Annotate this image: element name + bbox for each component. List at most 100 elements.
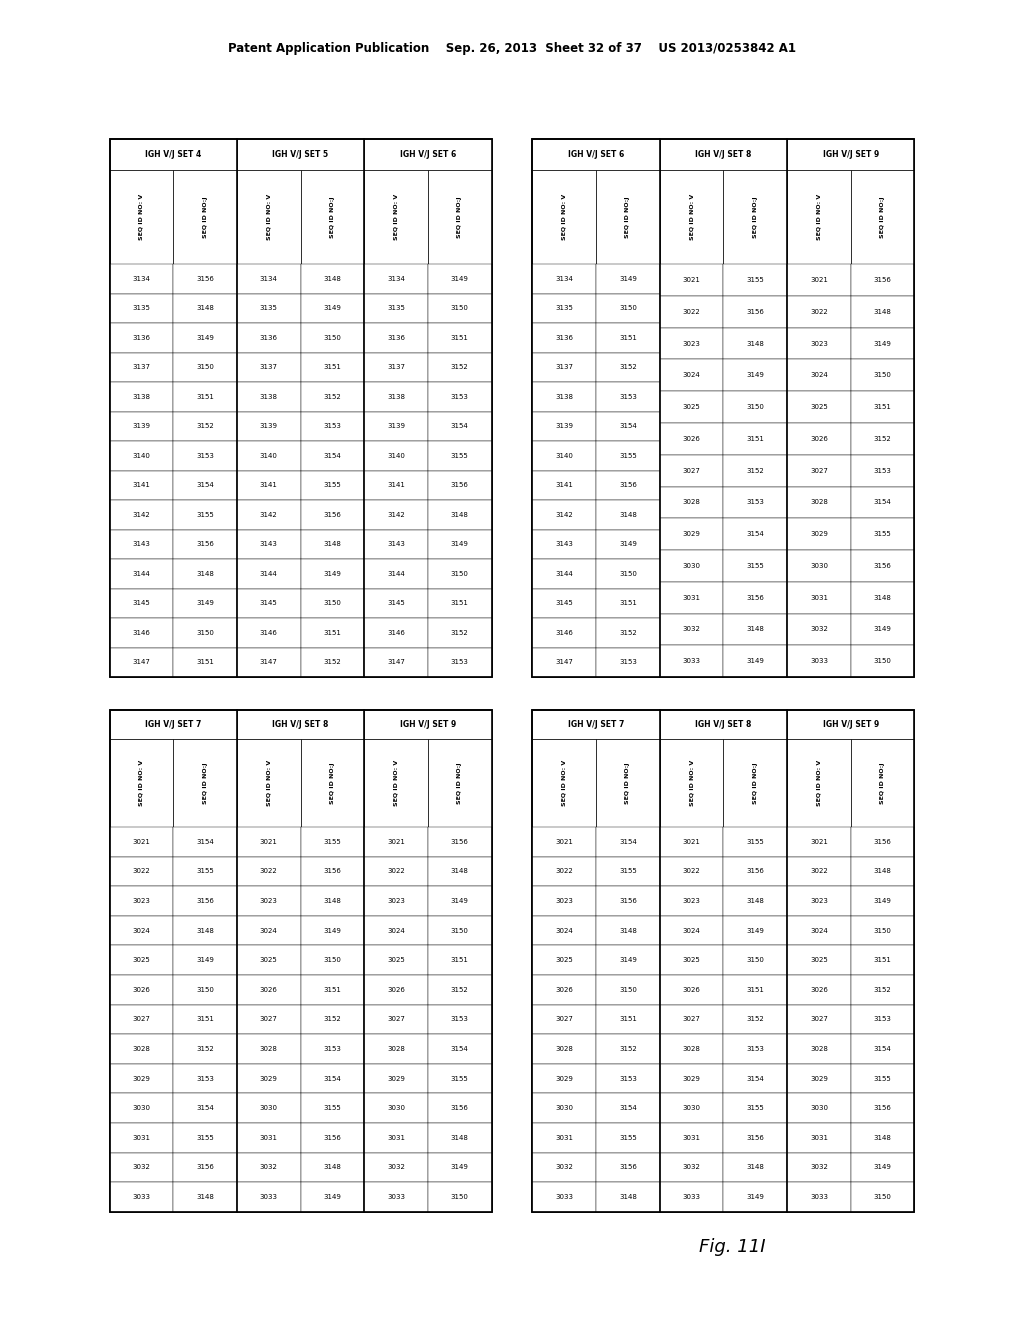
Bar xyxy=(596,1183,659,1212)
Text: 3033: 3033 xyxy=(132,1195,151,1200)
Text: 3149: 3149 xyxy=(873,627,892,632)
Bar xyxy=(428,857,492,886)
Bar xyxy=(787,391,851,422)
Text: 3028: 3028 xyxy=(810,499,827,506)
Bar xyxy=(787,614,851,645)
Text: 3156: 3156 xyxy=(873,562,892,569)
Text: 3150: 3150 xyxy=(873,1195,892,1200)
Bar xyxy=(428,471,492,500)
Text: 3030: 3030 xyxy=(555,1105,573,1111)
Text: 3033: 3033 xyxy=(387,1195,406,1200)
Bar xyxy=(659,1093,723,1123)
Text: 3136: 3136 xyxy=(555,335,573,341)
Bar xyxy=(428,886,492,916)
Text: 3156: 3156 xyxy=(746,869,764,874)
Bar xyxy=(851,645,914,677)
Bar xyxy=(723,1152,787,1183)
Text: 3138: 3138 xyxy=(132,393,151,400)
Bar xyxy=(173,886,237,916)
Text: 3030: 3030 xyxy=(810,1105,828,1111)
Text: 3026: 3026 xyxy=(683,436,700,442)
Text: 3030: 3030 xyxy=(683,562,700,569)
Text: 3150: 3150 xyxy=(197,987,214,993)
Text: 3025: 3025 xyxy=(555,957,573,964)
Bar xyxy=(851,1152,914,1183)
Text: 3152: 3152 xyxy=(197,1045,214,1052)
Text: 3031: 3031 xyxy=(387,1135,406,1140)
Bar xyxy=(110,828,173,857)
Bar xyxy=(301,264,365,293)
Text: 3149: 3149 xyxy=(197,957,214,964)
Text: 3148: 3148 xyxy=(197,570,214,577)
Text: 3149: 3149 xyxy=(324,305,341,312)
Bar xyxy=(532,352,596,381)
Bar xyxy=(173,560,237,589)
Bar xyxy=(428,1183,492,1212)
Text: 3150: 3150 xyxy=(451,1195,469,1200)
Bar xyxy=(173,828,237,857)
Bar xyxy=(787,710,914,739)
Bar xyxy=(301,500,365,529)
Text: 3151: 3151 xyxy=(620,335,637,341)
Bar xyxy=(659,296,723,327)
Text: 3155: 3155 xyxy=(620,869,637,874)
Text: SEQ ID NO: V: SEQ ID NO: V xyxy=(266,194,271,240)
Text: 3152: 3152 xyxy=(451,987,469,993)
Bar xyxy=(659,139,787,170)
Text: 3150: 3150 xyxy=(324,601,341,606)
Bar xyxy=(237,589,301,618)
Bar xyxy=(532,1152,596,1183)
Text: 3027: 3027 xyxy=(555,1016,573,1023)
Bar xyxy=(428,648,492,677)
Text: 3148: 3148 xyxy=(873,595,892,601)
Text: 3152: 3152 xyxy=(324,393,341,400)
Bar xyxy=(596,352,659,381)
Bar xyxy=(532,1005,596,1034)
Text: 3142: 3142 xyxy=(387,512,404,517)
Bar xyxy=(110,710,237,739)
Text: 3140: 3140 xyxy=(387,453,404,459)
Text: 3023: 3023 xyxy=(132,898,151,904)
Text: 3024: 3024 xyxy=(260,928,278,933)
Text: 3156: 3156 xyxy=(324,1135,341,1140)
Text: 3152: 3152 xyxy=(620,1045,637,1052)
Bar xyxy=(173,412,237,441)
Text: 3151: 3151 xyxy=(746,436,764,442)
Bar xyxy=(723,296,787,327)
Text: 3028: 3028 xyxy=(810,1045,827,1052)
Text: 3152: 3152 xyxy=(620,630,637,636)
Text: 3022: 3022 xyxy=(683,869,700,874)
Bar xyxy=(365,500,428,529)
Text: 3151: 3151 xyxy=(873,404,892,411)
Text: 3032: 3032 xyxy=(683,627,700,632)
Bar xyxy=(851,487,914,519)
Bar xyxy=(659,739,723,828)
Text: 3146: 3146 xyxy=(260,630,278,636)
Text: 3156: 3156 xyxy=(746,1135,764,1140)
Text: 3151: 3151 xyxy=(620,601,637,606)
Text: SEQ ID NO:J: SEQ ID NO:J xyxy=(330,197,335,238)
Bar xyxy=(110,618,173,648)
Text: 3149: 3149 xyxy=(746,659,764,664)
Bar xyxy=(596,828,659,857)
Text: 3152: 3152 xyxy=(197,424,214,429)
Bar xyxy=(596,1093,659,1123)
Bar xyxy=(173,1064,237,1093)
Bar xyxy=(723,550,787,582)
Text: IGH V/J SET 8: IGH V/J SET 8 xyxy=(272,721,329,729)
Text: 3032: 3032 xyxy=(260,1164,278,1171)
Text: 3027: 3027 xyxy=(260,1016,278,1023)
Text: 3032: 3032 xyxy=(132,1164,151,1171)
Bar xyxy=(110,589,173,618)
Bar xyxy=(237,323,301,352)
Text: SEQ ID NO:J: SEQ ID NO:J xyxy=(330,763,335,804)
Text: 3033: 3033 xyxy=(810,659,828,664)
Bar xyxy=(237,381,301,412)
Bar xyxy=(301,293,365,323)
Bar xyxy=(237,648,301,677)
Bar xyxy=(301,1034,365,1064)
Text: 3140: 3140 xyxy=(132,453,151,459)
Bar xyxy=(365,710,492,739)
Text: 3148: 3148 xyxy=(324,276,341,282)
Bar xyxy=(787,422,851,454)
